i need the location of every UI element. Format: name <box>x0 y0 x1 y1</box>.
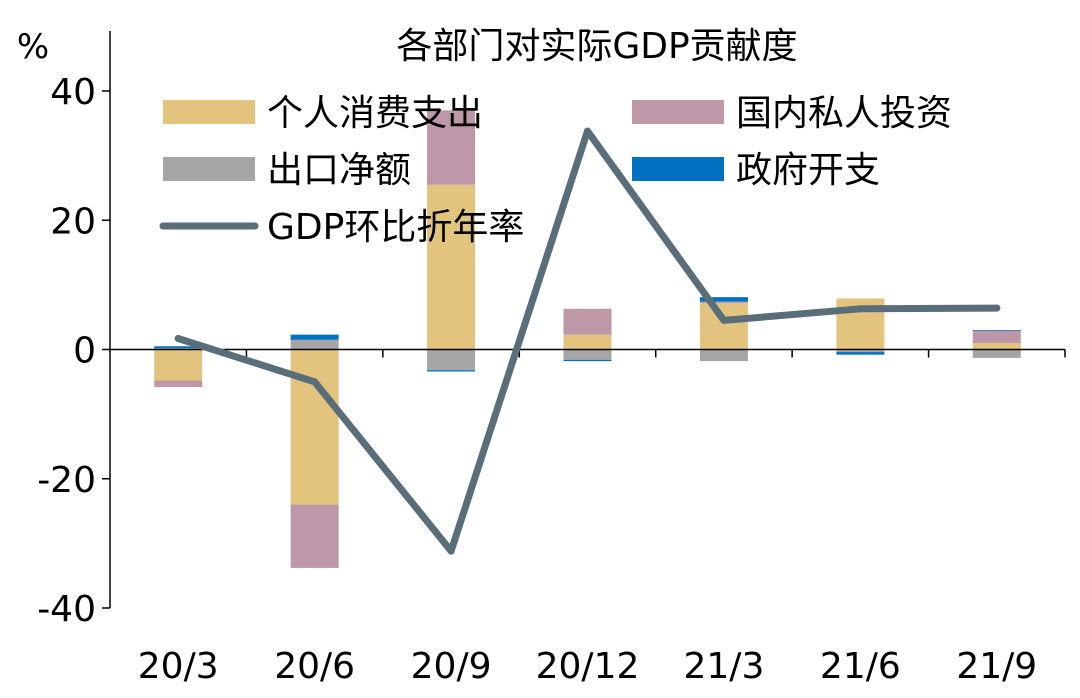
legend-swatch-1 <box>632 100 724 124</box>
gdp-line-point-4 <box>720 316 728 324</box>
x-tick-label: 20/12 <box>536 646 640 687</box>
bar-segment-s0-2 <box>427 184 476 350</box>
y-tick-label: 40 <box>50 72 96 113</box>
axes <box>102 31 1066 609</box>
bar-segment-s0-3 <box>563 334 612 350</box>
bar-segment-s3-1 <box>290 334 339 340</box>
bar-segment-s3-3 <box>563 359 612 362</box>
gdp-line-point-1 <box>311 378 319 386</box>
legend-label: 国内私人投资 <box>736 93 952 134</box>
bar-segment-s2-6 <box>972 349 1021 358</box>
y-tick-label: 0 <box>73 331 96 372</box>
bar-segment-s1-6 <box>972 330 1021 344</box>
gdp-line-point-5 <box>856 305 864 313</box>
tick-labels: 40 20 0 -20 -40 20/3 20/6 20/9 20/12 21/3 21/6 21/9 <box>37 72 1037 687</box>
legend-label: 个人消费支出 <box>267 93 483 134</box>
bar-segment-s1-2 <box>427 110 476 185</box>
bar-segment-s3-2 <box>427 370 476 372</box>
bar-segment-s2-1 <box>290 339 339 350</box>
bar-segment-s3-4 <box>699 297 748 302</box>
gdp-line-point-3 <box>584 127 591 135</box>
bar-segment-s0-1 <box>290 349 339 505</box>
bar-segment-s0-4 <box>699 302 748 350</box>
x-tick-label: 20/6 <box>274 646 355 687</box>
x-tick-label: 21/9 <box>956 646 1037 687</box>
bar-segment-s2-4 <box>699 349 748 362</box>
legend-label: GDP环比折年率 <box>267 207 524 248</box>
legend-label: 政府开支 <box>736 150 880 191</box>
gdp-line-point-6 <box>993 304 1001 312</box>
bar-segment-s0-6 <box>972 343 1021 350</box>
bar-segment-s2-5 <box>836 350 885 353</box>
bar-segment-s3-5 <box>836 352 885 355</box>
gdp-line-point-2 <box>447 547 455 555</box>
bar-segment-s0-0 <box>154 349 203 381</box>
y-tick-label: -20 <box>37 460 96 501</box>
x-tick-label: 21/3 <box>684 646 765 687</box>
bar-segment-s1-0 <box>154 380 203 387</box>
bar-segment-s1-4 <box>699 301 748 303</box>
bar-segment-s2-3 <box>563 349 612 360</box>
bars <box>154 110 1021 568</box>
y-tick-label: 20 <box>50 201 96 242</box>
bar-segment-s3-6 <box>972 330 1021 331</box>
bar-segment-s1-1 <box>290 504 339 568</box>
legend-swatch-2 <box>163 157 255 181</box>
chart-title: 各部门对实际GDP贡献度 <box>396 26 797 67</box>
legend-swatch-0 <box>163 100 255 124</box>
legend-label: 出口净额 <box>267 150 411 191</box>
y-axis-unit: % <box>17 27 49 67</box>
y-tick-label: -40 <box>37 589 96 630</box>
x-tick-label: 21/6 <box>820 646 901 687</box>
line-layer <box>174 127 1001 555</box>
bar-segment-s3-0 <box>154 346 203 349</box>
gdp-line-point-0 <box>174 335 182 343</box>
bar-segment-s1-3 <box>563 308 612 335</box>
x-tick-label: 20/3 <box>138 646 219 687</box>
bar-segment-s2-2 <box>427 349 476 371</box>
x-tick-label: 20/9 <box>411 646 492 687</box>
legend-swatch-3 <box>632 157 724 181</box>
